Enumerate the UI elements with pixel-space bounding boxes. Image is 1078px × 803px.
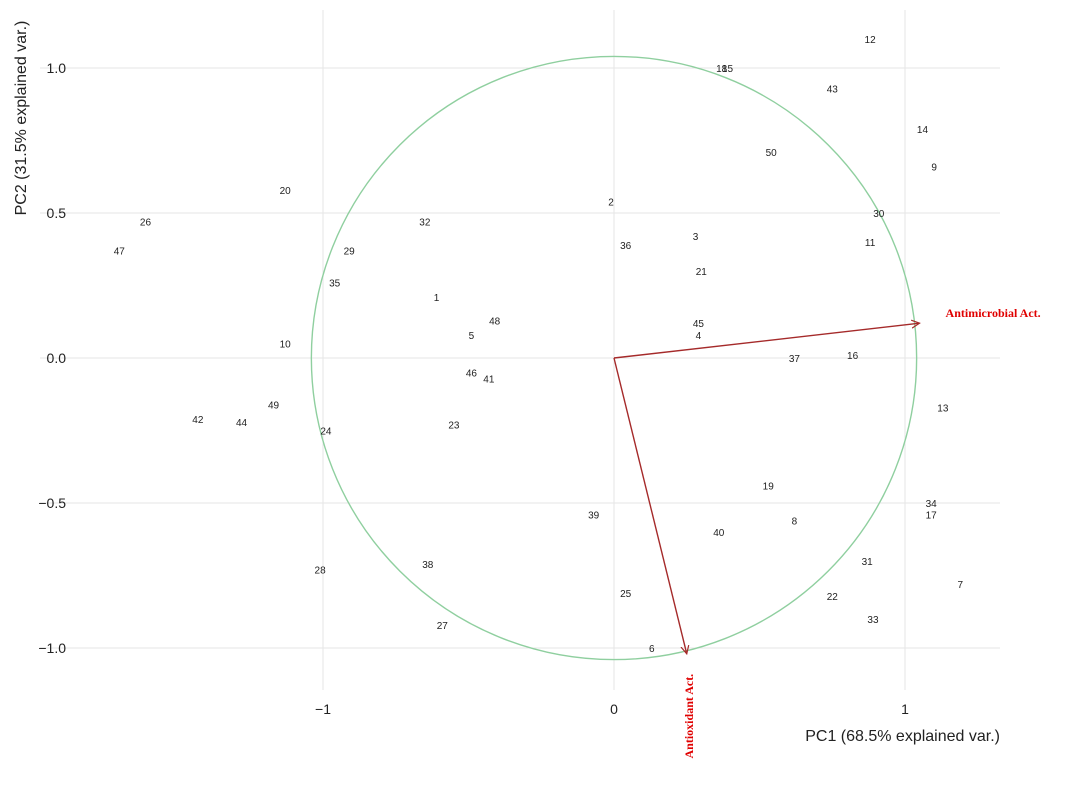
point-label: 12 [865,35,877,46]
point-label: 7 [958,580,964,591]
point-label: 32 [419,218,431,229]
loading-vector-label: Antimicrobial Act. [946,306,1041,320]
x-axis-title: PC1 (68.5% explained var.) [805,728,1000,745]
point-label: 30 [873,209,885,220]
point-label: 44 [236,418,248,429]
tick-labels: −1 0 1 −1.0 −0.5 0.0 0.5 1.0 [38,60,909,717]
point-label: 46 [466,369,478,380]
loading-vectors: Antimicrobial Act. Antioxidant Act. [613,306,1041,759]
point-label: 17 [926,511,938,522]
correlation-circle-layer [310,55,918,661]
point-label: 1 [434,293,440,304]
point-label: 40 [713,528,725,539]
point-label: 37 [789,354,801,365]
point-label: 18 [716,64,728,75]
point-label: 23 [448,421,460,432]
point-label: 39 [588,511,600,522]
point-label: 24 [320,427,332,438]
point-label: 22 [827,592,839,603]
point-label: 3 [693,232,699,243]
point-label: 31 [862,557,874,568]
x-tick-label: 0 [610,701,618,717]
point-label: 50 [766,148,778,159]
point-label: 19 [763,482,775,493]
point-label: 10 [280,340,292,351]
point-label: 21 [696,267,708,278]
point-label: 5 [469,331,475,342]
point-label: 9 [931,163,937,174]
point-label: 16 [847,351,859,362]
loading-vector-label: Antioxidant Act. [682,674,696,759]
point-label: 41 [483,374,495,385]
y-tick-label: −0.5 [38,495,66,511]
y-tick-label: 1.0 [47,60,67,76]
grid [40,10,1000,690]
point-label: 48 [489,316,501,327]
point-label: 6 [649,644,655,655]
y-tick-label: −1.0 [38,640,66,656]
point-labels: 1234567891011121314151617181920212223242… [114,35,964,655]
point-label: 34 [926,499,938,510]
point-label: 43 [827,84,839,95]
point-label: 49 [268,400,280,411]
point-label: 28 [315,566,327,577]
point-label: 4 [696,331,702,342]
point-label: 33 [867,615,879,626]
point-label: 27 [437,621,449,632]
x-tick-label: −1 [315,701,331,717]
point-label: 11 [865,238,876,249]
point-label: 25 [620,589,632,600]
x-tick-label: 1 [901,701,909,717]
point-label: 38 [422,560,434,571]
point-label: 42 [192,415,204,426]
correlation-circle [310,55,918,661]
y-tick-label: 0.0 [47,350,67,366]
point-label: 26 [140,218,152,229]
point-label: 15 [722,64,734,75]
point-label: 35 [329,279,341,290]
point-label: 20 [280,186,292,197]
point-label: 2 [608,197,614,208]
y-axis-title: PC2 (31.5% explained var.) [13,21,30,216]
loading-vector-arrow [613,357,687,654]
point-label: 45 [693,319,705,330]
point-label: 36 [620,241,632,252]
point-label: 14 [917,125,929,136]
point-label: 29 [344,247,356,258]
point-label: 13 [937,403,949,414]
y-tick-label: 0.5 [47,205,67,221]
point-label: 8 [792,516,798,527]
loading-vector-arrow [613,323,920,359]
point-label: 47 [114,247,126,258]
